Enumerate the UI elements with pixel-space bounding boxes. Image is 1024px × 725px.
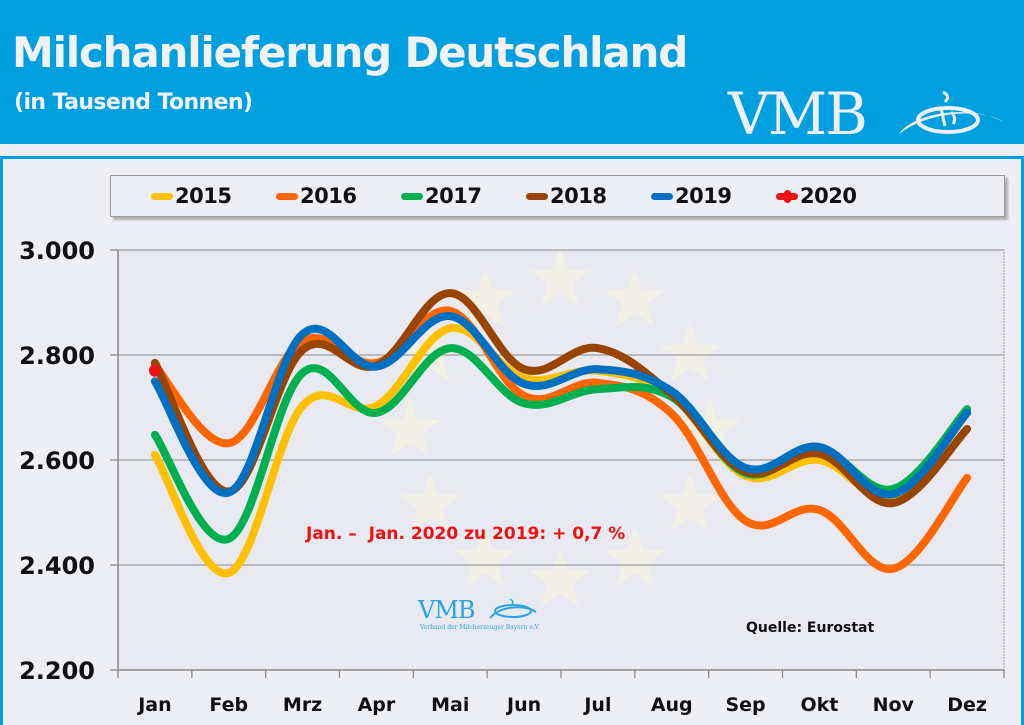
y-tick-label: 2.800 <box>19 342 95 370</box>
legend-label: 2016 <box>300 184 357 208</box>
x-tick-label: Mai <box>431 694 469 716</box>
y-tick-label: 2.400 <box>19 552 95 580</box>
chart-title: Milchanlieferung Deutschland <box>12 28 688 77</box>
legend-swatch <box>651 192 673 200</box>
x-tick-label: Jan <box>136 694 171 716</box>
star-icon <box>399 323 461 381</box>
series-line-2019 <box>150 312 972 499</box>
star-icon <box>454 268 516 326</box>
logo-text: VMB <box>728 80 868 148</box>
watermark-subtext: Verband der Milcherzeuger Bayern e.V. <box>420 624 540 631</box>
legend-label: 2017 <box>425 184 482 208</box>
x-tick-label: Mrz <box>283 694 322 716</box>
legend-item-2019: 2019 <box>651 184 732 208</box>
y-axis-ticks: 2.200 2.400 2.600 2.800 3.000 <box>19 237 95 685</box>
legend-label: 2018 <box>550 184 607 208</box>
header-banner: Milchanlieferung Deutschland (in Tausend… <box>0 0 1024 144</box>
chart-subtitle: (in Tausend Tonnen) <box>14 90 253 115</box>
x-tick-label: Jun <box>505 694 541 716</box>
star-icon <box>529 248 591 306</box>
x-axis-ticks: Jan Feb Mrz Apr Mai Jun Jul Aug Sep Okt Nov Dez <box>136 694 987 716</box>
legend-item-2020: 2020 <box>776 184 857 208</box>
x-tick-label: Aug <box>651 694 693 716</box>
x-tick-label: Feb <box>209 694 248 716</box>
legend-swatch <box>526 192 548 200</box>
yoy-annotation: Jan. – Jan. 2020 zu 2019: + 0,7 % <box>306 524 626 544</box>
watermark-logo-icon <box>489 598 537 619</box>
star-icon <box>529 548 591 606</box>
x-tick-label: Nov <box>873 694 915 716</box>
legend-swatch <box>776 189 798 203</box>
star-icon <box>604 268 666 326</box>
x-tick-label: Okt <box>800 694 838 716</box>
x-tick-label: Dez <box>947 694 987 716</box>
legend-item-2015: 2015 <box>151 184 232 208</box>
star-icon <box>679 398 741 456</box>
star-icon <box>659 473 721 531</box>
legend-swatch <box>151 192 173 200</box>
x-tick-label: Apr <box>358 694 396 716</box>
eu-stars-background <box>379 248 741 606</box>
y-tick-label: 3.000 <box>19 237 95 265</box>
y-tick-label: 2.200 <box>19 657 95 685</box>
legend-label: 2019 <box>675 184 732 208</box>
vmb-logo: VMB <box>728 82 1018 144</box>
legend-marker-icon <box>783 189 792 203</box>
legend-swatch <box>401 192 423 200</box>
y-tick-label: 2.600 <box>19 447 95 475</box>
star-icon <box>379 398 441 456</box>
milk-drop-logo-icon <box>899 90 1003 134</box>
legend-swatch <box>276 192 298 200</box>
legend: 2015 2016 2017 2018 2019 2020 <box>110 175 1005 217</box>
star-icon <box>604 527 666 586</box>
legend-label: 2020 <box>800 184 857 208</box>
star-icon <box>659 323 721 381</box>
series-line-2015 <box>150 324 972 577</box>
vmb-watermark: VMB Verband der Milcherzeuger Bayern e.V… <box>418 596 568 636</box>
x-tick-label: Jul <box>582 694 611 716</box>
legend-item-2016: 2016 <box>276 184 357 208</box>
legend-item-2018: 2018 <box>526 184 607 208</box>
legend-label: 2015 <box>175 184 232 208</box>
series-group <box>148 289 972 577</box>
star-icon <box>399 473 461 531</box>
axes <box>110 249 1005 678</box>
star-icon <box>454 527 516 586</box>
x-tick-label: Sep <box>725 694 765 716</box>
legend-item-2017: 2017 <box>401 184 482 208</box>
watermark-text: VMB <box>418 596 476 624</box>
data-point-2020 <box>148 364 161 377</box>
source-label: Quelle: Eurostat <box>746 620 875 636</box>
